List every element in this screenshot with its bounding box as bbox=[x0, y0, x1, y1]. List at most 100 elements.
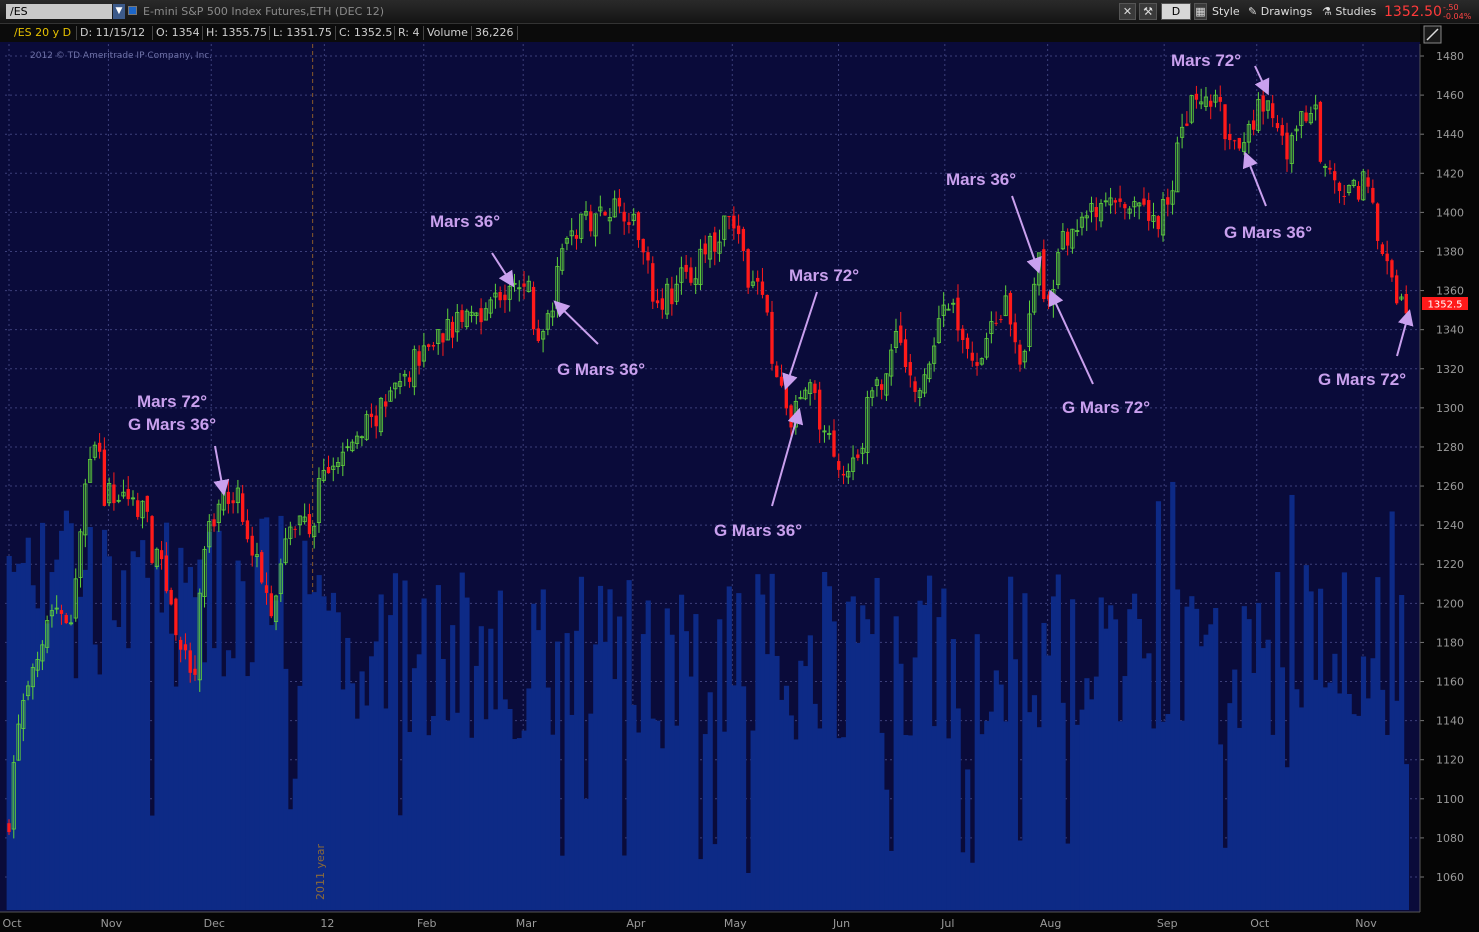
candle-up bbox=[1003, 295, 1008, 317]
volume-bar bbox=[1289, 494, 1295, 910]
annotation-label: G Mars 36° bbox=[1224, 223, 1312, 242]
symbol-dropdown-icon[interactable]: ▼ bbox=[113, 4, 125, 19]
link-icon[interactable] bbox=[128, 6, 137, 15]
studies-menu[interactable]: ⚗ Studies bbox=[1322, 3, 1376, 20]
volume-bar bbox=[216, 530, 222, 910]
price-tag-bg bbox=[1422, 297, 1468, 310]
candle-up bbox=[598, 206, 603, 212]
candle-down bbox=[1261, 95, 1265, 112]
candle-down bbox=[145, 495, 149, 512]
y-tick-label: 1420 bbox=[1436, 167, 1464, 180]
y-tick-label: 1200 bbox=[1436, 597, 1464, 610]
candle-up bbox=[273, 595, 279, 622]
period-button[interactable]: D bbox=[1161, 3, 1191, 20]
volume-bar bbox=[68, 523, 74, 910]
candle-up bbox=[545, 313, 550, 330]
volume-bar bbox=[39, 522, 46, 910]
volume-bar bbox=[173, 686, 179, 910]
volume-bar bbox=[726, 586, 732, 910]
style-menu[interactable]: Style bbox=[1212, 3, 1240, 20]
volume-bar bbox=[1132, 593, 1138, 910]
candle-down bbox=[741, 228, 746, 252]
candle-up bbox=[1294, 128, 1299, 132]
volume-bar bbox=[1303, 565, 1309, 910]
volume-bar bbox=[1041, 622, 1047, 910]
volume-bar bbox=[993, 670, 999, 910]
volume-bar bbox=[593, 644, 599, 910]
candle-up bbox=[107, 482, 112, 504]
volume-bar bbox=[1394, 700, 1400, 910]
candle-down bbox=[417, 351, 421, 366]
volume-bar bbox=[183, 582, 189, 910]
grid-icon[interactable]: ▦ bbox=[1194, 3, 1207, 20]
candle-down bbox=[636, 212, 641, 241]
x-tick-label: Nov bbox=[101, 917, 123, 930]
volume-bar bbox=[206, 531, 213, 910]
volume-bar bbox=[1308, 591, 1314, 910]
volume-bar bbox=[1346, 693, 1352, 910]
volume-bar bbox=[1370, 658, 1376, 910]
x-tick-label: Nov bbox=[1355, 917, 1377, 930]
candle-up bbox=[846, 470, 851, 478]
candle-down bbox=[522, 283, 526, 287]
annotations: Mars 72° G Mars 36° Mars 36° G Mars 36° Mars… bbox=[128, 51, 1414, 540]
volume-bar bbox=[745, 872, 751, 910]
candle-up bbox=[474, 312, 479, 317]
volume-bar bbox=[44, 623, 50, 910]
annotation-arrow bbox=[1396, 309, 1414, 357]
candle-down bbox=[536, 328, 540, 342]
drawings-menu[interactable]: ✎ Drawings bbox=[1248, 3, 1312, 20]
volume-bar bbox=[154, 565, 160, 910]
tools-icon[interactable]: ✕ bbox=[1119, 3, 1136, 20]
candle-down bbox=[1395, 275, 1399, 304]
volume-bar bbox=[1322, 687, 1328, 910]
volume-bar bbox=[874, 577, 880, 910]
volume-bar bbox=[860, 605, 866, 910]
candle-up bbox=[989, 321, 994, 334]
candle-up bbox=[316, 478, 322, 523]
candle-down bbox=[789, 405, 793, 428]
candle-up bbox=[331, 465, 336, 470]
candle-up bbox=[1313, 104, 1318, 110]
candle-up bbox=[483, 308, 488, 321]
candle-down bbox=[188, 650, 192, 673]
volume-bar bbox=[25, 537, 31, 910]
volume-bar bbox=[693, 614, 699, 910]
candle-up bbox=[445, 319, 450, 341]
y-tick-label: 1360 bbox=[1436, 285, 1464, 298]
volume-bar bbox=[1146, 653, 1152, 910]
volume-bar bbox=[469, 737, 475, 910]
volume-bar bbox=[35, 608, 41, 910]
symbol-input[interactable]: /ES bbox=[6, 4, 112, 19]
annotation-arrow bbox=[1242, 151, 1267, 207]
candle-up bbox=[850, 457, 856, 472]
wrench-icon[interactable]: ⚒ bbox=[1139, 3, 1157, 20]
volume-bar bbox=[1194, 608, 1200, 910]
candle-up bbox=[1265, 100, 1271, 111]
candle-down bbox=[1328, 167, 1332, 170]
candle-down bbox=[136, 500, 140, 517]
volume-bar bbox=[144, 577, 151, 910]
candle-down bbox=[126, 489, 130, 500]
annotation-arrow bbox=[553, 300, 599, 345]
candle-down bbox=[1123, 204, 1127, 209]
volume-bar bbox=[178, 547, 184, 910]
candle-up bbox=[1160, 199, 1166, 236]
volume-bar bbox=[330, 592, 337, 910]
candle-up bbox=[35, 658, 40, 671]
candle-up bbox=[1022, 350, 1027, 363]
volume-bar bbox=[435, 585, 441, 910]
drawings-label: Drawings bbox=[1260, 5, 1313, 18]
volume-bar bbox=[426, 735, 432, 910]
volume-bar bbox=[907, 735, 914, 910]
volume-bar bbox=[402, 580, 408, 910]
volume-bar bbox=[512, 739, 518, 910]
candle-down bbox=[269, 593, 273, 617]
volume-bar bbox=[984, 720, 990, 910]
candle-up bbox=[984, 338, 989, 358]
candle-down bbox=[1251, 120, 1256, 130]
volume-bar bbox=[969, 862, 976, 910]
candle-down bbox=[1142, 198, 1146, 205]
volume-bar bbox=[698, 859, 704, 910]
